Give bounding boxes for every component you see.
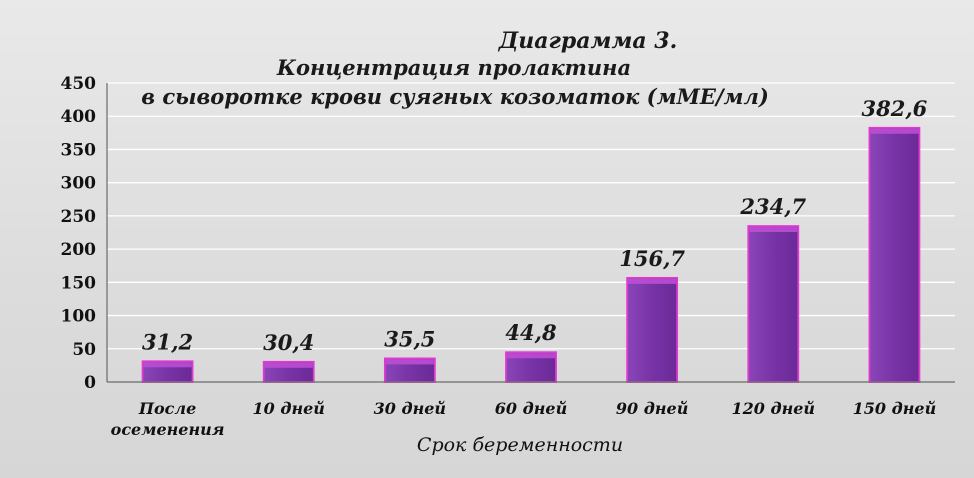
data-label: 156,7 [619, 246, 685, 271]
y-tick-label: 150 [61, 273, 97, 293]
y-tick-label: 350 [61, 140, 97, 160]
bar-top-highlight [385, 359, 434, 365]
y-tick-label: 100 [61, 307, 97, 327]
y-tick-label: 200 [61, 240, 97, 260]
grid-lines [107, 82, 955, 350]
bars [141, 126, 921, 383]
bar [626, 276, 679, 383]
chart-title-line1: Диаграмма 3. [498, 28, 678, 54]
x-tick-label: 60 дней [495, 399, 567, 418]
chart-title-line2: Концентрация пролактина [276, 55, 631, 80]
x-tick-label: осеменения [111, 420, 225, 439]
bar-top-highlight [507, 353, 555, 359]
bar-top-highlight [749, 227, 798, 233]
bar-top-highlight [870, 128, 919, 134]
data-labels: 31,2 30,4 35,5 44,8 156,7 234,7 382,6 [142, 96, 928, 355]
bar-top-highlight [143, 362, 192, 368]
y-tick-label: 0 [84, 373, 96, 393]
data-label: 234,7 [739, 194, 806, 219]
data-label: 35,5 [384, 326, 435, 351]
x-tick-label: 10 дней [252, 399, 324, 418]
chart-title-line3: в сыворотке крови суягных козоматок (мМЕ… [141, 84, 769, 109]
bar-top-highlight [264, 362, 313, 368]
y-tick-label: 50 [72, 340, 96, 360]
data-label: 31,2 [142, 329, 193, 354]
x-tick-label: 150 дней [853, 399, 937, 418]
y-axis-ticks: 0 50 100 150 200 250 300 350 400 450 [61, 74, 97, 393]
y-tick-label: 400 [61, 107, 97, 127]
x-axis-title: Срок беременности [417, 434, 623, 456]
bar [868, 126, 921, 383]
data-label: 30,4 [263, 330, 314, 355]
category-labels: После осеменения 10 дней 30 дней 60 дней 90 д… [111, 399, 937, 439]
data-label: 44,8 [505, 320, 557, 345]
bar-top-highlight [628, 278, 677, 284]
bar [747, 225, 800, 383]
x-tick-label: 30 дней [374, 399, 446, 418]
x-tick-label: После [138, 399, 196, 418]
x-tick-label: 120 дней [731, 399, 815, 418]
y-tick-label: 250 [61, 207, 97, 227]
x-tick-label: 90 дней [616, 399, 688, 418]
y-tick-label: 450 [61, 74, 97, 94]
y-tick-label: 300 [61, 174, 97, 194]
data-label: 382,6 [862, 96, 928, 121]
